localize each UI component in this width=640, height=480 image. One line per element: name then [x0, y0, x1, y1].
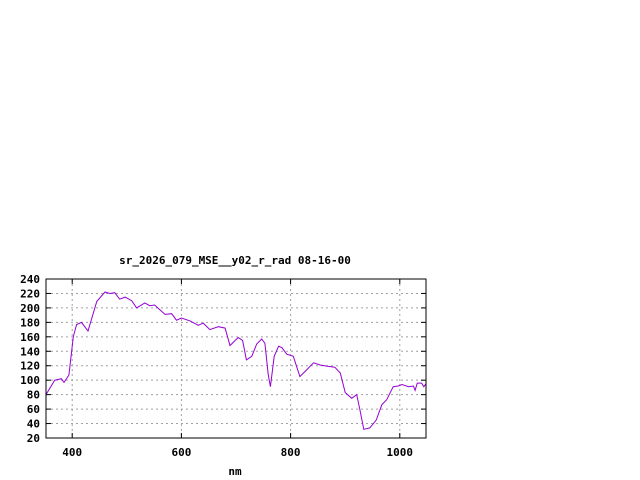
y-tick-label: 140: [20, 345, 40, 358]
y-tick-label: 60: [27, 403, 40, 416]
series-line: [45, 291, 427, 430]
x-tick-label: 800: [281, 446, 301, 459]
x-axis: 400 600 800 1000: [62, 279, 413, 459]
y-tick-label: 80: [27, 389, 40, 402]
x-axis-label: nm: [228, 465, 242, 478]
y-tick-label: 180: [20, 316, 40, 329]
y-tick-label: 200: [20, 302, 40, 315]
y-tick-label: 20: [27, 432, 40, 445]
plot-border: [45, 278, 427, 439]
x-tick-label: 1000: [387, 446, 414, 459]
y-tick-label: 220: [20, 287, 40, 300]
y-tick-label: 100: [20, 374, 40, 387]
y-tick-label: 120: [20, 360, 40, 373]
y-tick-label: 40: [27, 418, 40, 431]
x-tick-label: 600: [171, 446, 191, 459]
grid: [46, 279, 426, 438]
y-tick-label: 160: [20, 331, 40, 344]
chart-title: sr_2026_079_MSE__y02_r_rad 08-16-00: [119, 254, 351, 267]
y-tick-label: 240: [20, 273, 40, 286]
x-tick-label: 400: [62, 446, 82, 459]
